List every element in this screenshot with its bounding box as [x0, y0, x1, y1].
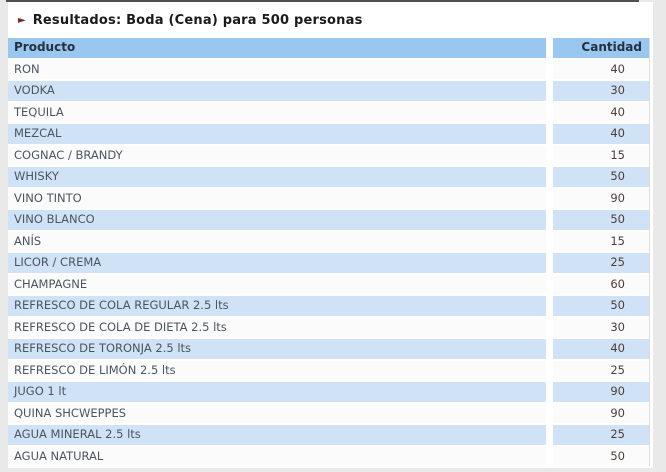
- table-row: VODKA 30: [8, 81, 649, 101]
- quantity-cell: 40: [553, 102, 649, 122]
- product-cell: WHISKY: [8, 167, 546, 187]
- product-table-body: RON 40 VODKA 30 TEQUILA 40 MEZCAL 40 COG…: [8, 59, 649, 466]
- product-cell: REFRESCO DE COLA REGULAR 2.5 lts: [8, 296, 546, 316]
- table-row: VINO BLANCO 50: [8, 210, 649, 230]
- column-header-cantidad: Cantidad: [553, 38, 649, 58]
- product-table: Producto Cantidad RON 40 VODKA 30 TEQUIL…: [8, 38, 650, 466]
- table-row: REFRESCO DE TORONJA 2.5 lts 40: [8, 339, 649, 359]
- product-cell: VINO TINTO: [8, 188, 546, 208]
- product-cell: TEQUILA: [8, 102, 546, 122]
- quantity-cell: 40: [553, 59, 649, 79]
- quantity-cell: 50: [553, 446, 649, 466]
- product-cell: CHAMPAGNE: [8, 274, 546, 294]
- product-cell: AGUA NATURAL: [8, 446, 546, 466]
- table-row: RON 40: [8, 59, 649, 79]
- quantity-cell: 90: [553, 382, 649, 402]
- quantity-cell: 40: [553, 339, 649, 359]
- table-row: VINO TINTO 90: [8, 188, 649, 208]
- table-row: CHAMPAGNE 60: [8, 274, 649, 294]
- product-cell: REFRESCO DE LIMÓN 2.5 lts: [8, 360, 546, 380]
- quantity-cell: 40: [553, 124, 649, 144]
- product-cell: ANÍS: [8, 231, 546, 251]
- table-header-row: Producto Cantidad: [8, 38, 649, 58]
- results-section-toggle[interactable]: ► Resultados: Boda (Cena) para 500 perso…: [8, 2, 653, 38]
- table-row: REFRESCO DE LIMÓN 2.5 lts 25: [8, 360, 649, 380]
- product-cell: VODKA: [8, 81, 546, 101]
- product-cell: RON: [8, 59, 546, 79]
- table-row: TEQUILA 40: [8, 102, 649, 122]
- table-row: WHISKY 50: [8, 167, 649, 187]
- quantity-cell: 25: [553, 425, 649, 445]
- quantity-cell: 25: [553, 360, 649, 380]
- column-header-producto: Producto: [8, 38, 546, 58]
- quantity-cell: 30: [553, 81, 649, 101]
- table-row: REFRESCO DE COLA REGULAR 2.5 lts 50: [8, 296, 649, 316]
- quantity-cell: 25: [553, 253, 649, 273]
- product-cell: JUGO 1 lt: [8, 382, 546, 402]
- table-row: ANÍS 15: [8, 231, 649, 251]
- quantity-cell: 90: [553, 188, 649, 208]
- quantity-cell: 30: [553, 317, 649, 337]
- expand-arrow-icon: ►: [18, 14, 26, 26]
- quantity-cell: 90: [553, 403, 649, 423]
- table-row: QUINA SHCWEPPES 90: [8, 403, 649, 423]
- product-cell: LICOR / CREMA: [8, 253, 546, 273]
- page-title: Resultados: Boda (Cena) para 500 persona…: [32, 13, 363, 28]
- quantity-cell: 15: [553, 231, 649, 251]
- table-row: COGNAC / BRANDY 15: [8, 145, 649, 165]
- product-cell: AGUA MINERAL 2.5 lts: [8, 425, 546, 445]
- product-cell: QUINA SHCWEPPES: [8, 403, 546, 423]
- product-cell: MEZCAL: [8, 124, 546, 144]
- table-row: AGUA MINERAL 2.5 lts 25: [8, 425, 649, 445]
- results-panel: ► Resultados: Boda (Cena) para 500 perso…: [8, 2, 653, 468]
- table-row: MEZCAL 40: [8, 124, 649, 144]
- table-row: LICOR / CREMA 25: [8, 253, 649, 273]
- quantity-cell: 50: [553, 296, 649, 316]
- product-cell: REFRESCO DE COLA DE DIETA 2.5 lts: [8, 317, 546, 337]
- product-cell: VINO BLANCO: [8, 210, 546, 230]
- product-cell: REFRESCO DE TORONJA 2.5 lts: [8, 339, 546, 359]
- quantity-cell: 60: [553, 274, 649, 294]
- table-row: JUGO 1 lt 90: [8, 382, 649, 402]
- table-row: REFRESCO DE COLA DE DIETA 2.5 lts 30: [8, 317, 649, 337]
- quantity-cell: 15: [553, 145, 649, 165]
- quantity-cell: 50: [553, 210, 649, 230]
- top-divider: [6, 0, 639, 2]
- quantity-cell: 50: [553, 167, 649, 187]
- product-cell: COGNAC / BRANDY: [8, 145, 546, 165]
- table-row: AGUA NATURAL 50: [8, 446, 649, 466]
